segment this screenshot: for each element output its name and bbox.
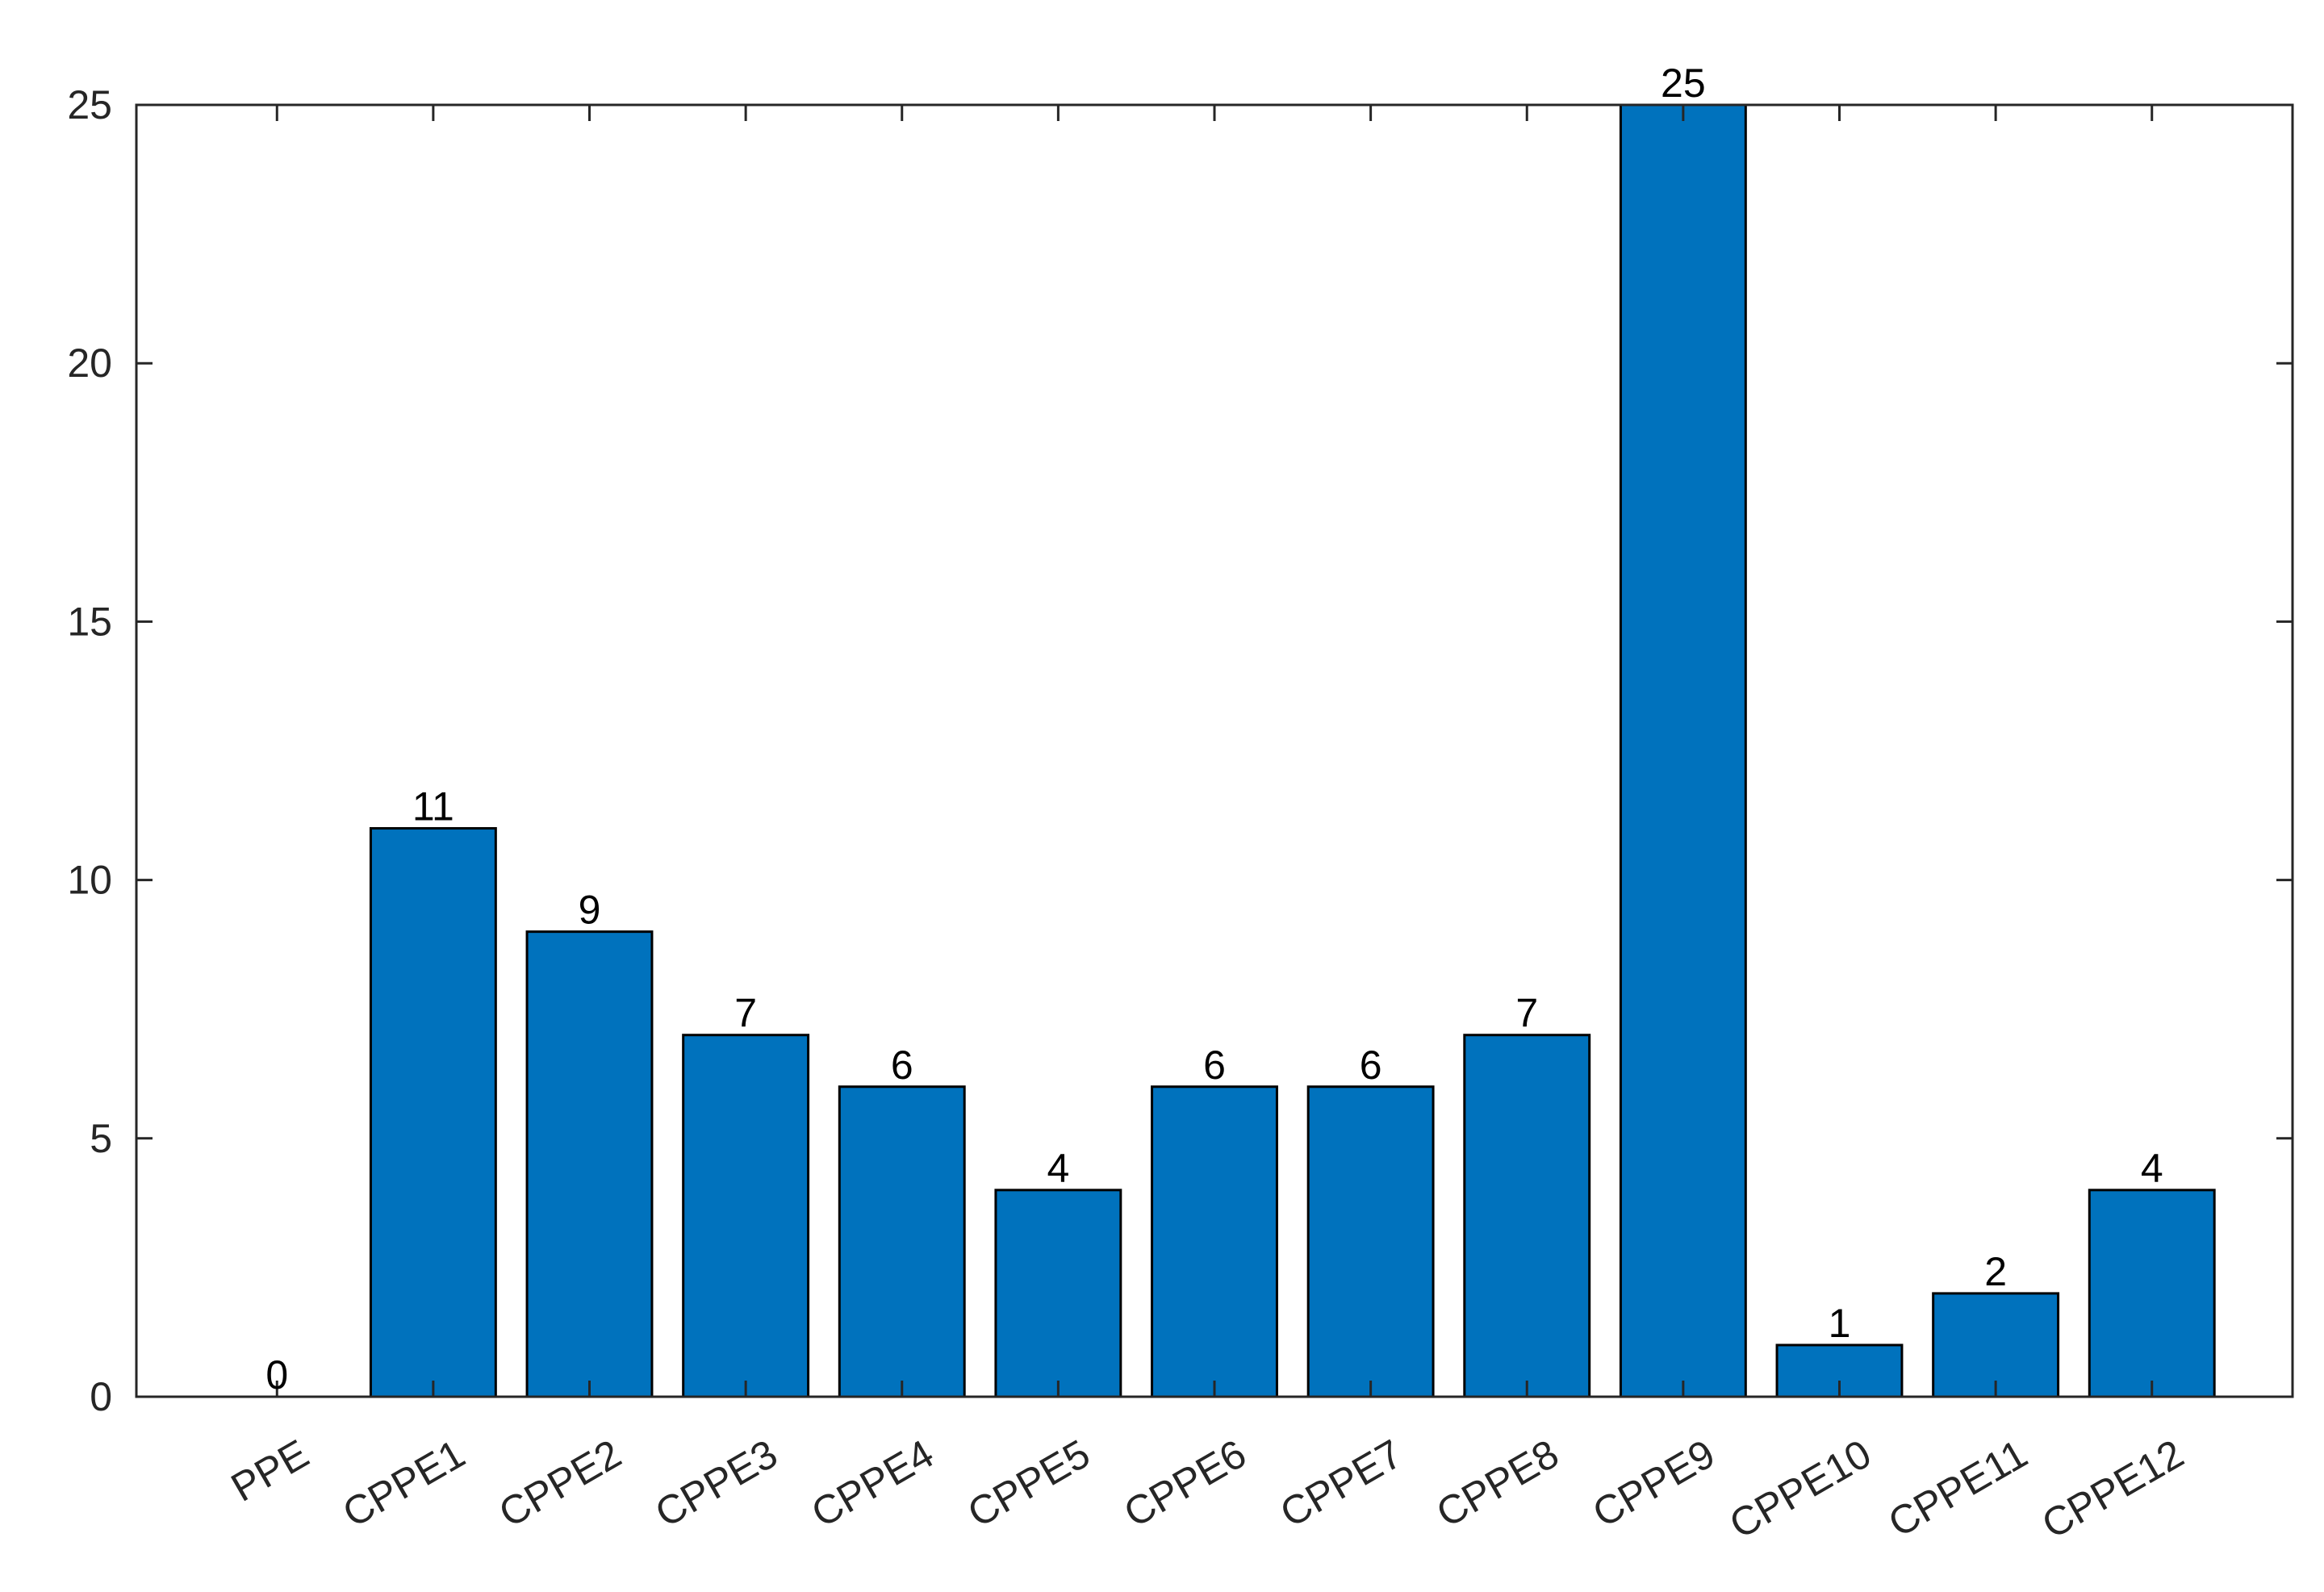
x-tick-label: CPPE3 — [648, 1431, 785, 1536]
x-tick-label: CPPE4 — [804, 1431, 941, 1536]
bar-cppe7 — [1306, 1085, 1435, 1398]
x-tick-label: CPPE8 — [1429, 1431, 1566, 1536]
data-label-cppe9: 25 — [1661, 61, 1706, 106]
data-label-cppe12: 4 — [2141, 1146, 2163, 1191]
bar-cppe4 — [838, 1085, 966, 1398]
y-tick-label: 5 — [90, 1116, 112, 1161]
y-tick-label: 20 — [67, 341, 112, 386]
x-tick-label: CPPE11 — [1881, 1431, 2035, 1546]
y-tick-label: 0 — [90, 1374, 112, 1419]
bar-cppe5 — [994, 1189, 1122, 1398]
axes-box — [135, 103, 2294, 1398]
bar-cppe6 — [1151, 1085, 1278, 1398]
y-tick-label: 10 — [67, 858, 112, 903]
data-label-ppe: 0 — [265, 1352, 288, 1398]
data-label-cppe8: 7 — [1515, 991, 1538, 1036]
bars-layer — [369, 103, 2216, 1398]
x-tick-label: CPPE12 — [2034, 1431, 2191, 1547]
data-label-cppe1: 11 — [412, 784, 454, 829]
x-tick-label: CPPE1 — [335, 1431, 472, 1536]
bar-cppe2 — [525, 930, 654, 1398]
data-label-cppe6: 6 — [1203, 1043, 1226, 1088]
x-tick-label: CPPE9 — [1585, 1431, 1722, 1536]
bar-cppe9 — [1619, 103, 1747, 1398]
x-tick-label: CPPE6 — [1116, 1431, 1253, 1536]
bar-cppe1 — [369, 827, 497, 1398]
y-tick-label: 25 — [67, 82, 112, 127]
data-label-cppe4: 6 — [891, 1043, 913, 1088]
x-tick-label: CPPE10 — [1722, 1431, 1879, 1547]
x-tick-label: PPE — [224, 1431, 316, 1511]
x-tick-label: CPPE5 — [960, 1431, 1097, 1536]
bar-cppe8 — [1463, 1034, 1591, 1398]
bar-cppe12 — [2088, 1189, 2216, 1398]
x-tick-label: CPPE7 — [1273, 1431, 1410, 1536]
data-label-cppe7: 6 — [1360, 1043, 1382, 1088]
bar-cppe3 — [682, 1034, 810, 1398]
x-tick-label: CPPE2 — [491, 1431, 629, 1536]
y-tick-label: 15 — [67, 599, 112, 644]
data-label-cppe5: 4 — [1047, 1146, 1069, 1191]
data-label-cppe10: 1 — [1829, 1301, 1851, 1346]
data-label-cppe2: 9 — [579, 888, 601, 933]
data-label-cppe11: 2 — [1984, 1249, 2007, 1294]
data-label-cppe3: 7 — [734, 991, 757, 1036]
